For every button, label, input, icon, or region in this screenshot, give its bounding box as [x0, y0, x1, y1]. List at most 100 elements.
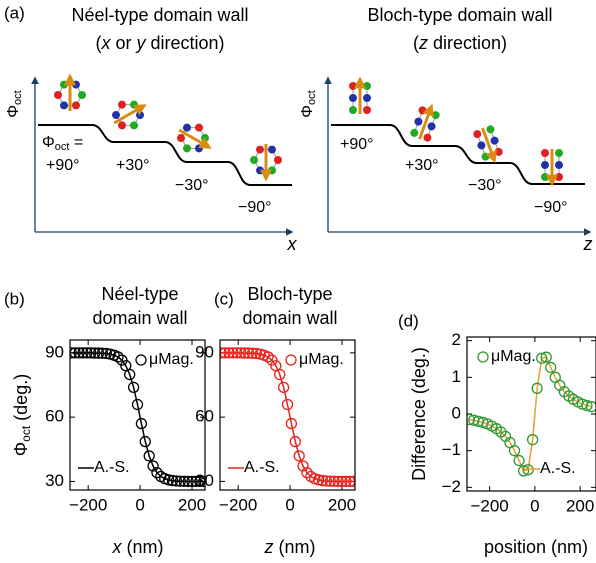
schematic-title: Bloch-type domain wall: [367, 5, 552, 25]
marker: [324, 475, 336, 487]
marker: [277, 381, 290, 394]
marker: [262, 351, 274, 363]
step-label: −90°: [534, 199, 568, 216]
text-part: =: [69, 134, 83, 151]
chart: (c) Bloch-type domain wall 30 60 90 −200 0 200 μM…: [195, 284, 356, 557]
y-tick-label: 0: [452, 403, 461, 422]
x-axis-label: x (nm): [112, 537, 164, 557]
text-part: Φ: [42, 134, 55, 151]
chart-title: domain wall: [92, 308, 187, 328]
marker: [246, 347, 259, 359]
marker: [526, 434, 539, 446]
panel-label: (c): [214, 289, 234, 308]
legend-marker: [285, 354, 297, 366]
marker: [320, 475, 333, 487]
legend-label: A.-S.: [540, 460, 576, 477]
legend-marker: [135, 354, 147, 366]
marker: [96, 347, 109, 359]
marker: [89, 347, 101, 359]
text-part: oct: [12, 90, 24, 105]
legend-label: A.-S.: [244, 459, 280, 476]
marker: [285, 417, 298, 430]
schematic-left: Φoct x Φoct = +90° +30° −30° −90°: [5, 77, 298, 254]
text-part: oct: [55, 141, 70, 153]
y-tick-label: 90: [45, 342, 64, 361]
text-part: (nm): [122, 537, 164, 557]
marker: [92, 347, 105, 359]
text-part: oct: [19, 425, 33, 442]
plot-area: [70, 347, 205, 488]
text-part: x: [112, 537, 123, 557]
text-part: Φ: [299, 105, 316, 118]
marker: [513, 454, 525, 467]
text-part: (: [95, 33, 101, 53]
marker: [166, 474, 179, 487]
marker: [266, 354, 278, 366]
step-profile: [331, 124, 585, 185]
ion-icon: [409, 103, 441, 142]
marker: [112, 351, 124, 363]
step-label: +90°: [46, 157, 80, 174]
plot-frame: [219, 339, 356, 491]
marker: [336, 475, 348, 488]
line: [469, 356, 592, 472]
marker: [289, 435, 301, 448]
marker: [170, 475, 183, 487]
y-tick-label: −2: [442, 477, 461, 496]
marker: [293, 450, 305, 462]
marker: [147, 460, 159, 472]
text-part: (: [413, 33, 419, 53]
plot-frame: [466, 336, 596, 492]
marker: [536, 352, 548, 364]
chart-title: Bloch-type: [247, 284, 332, 304]
axis-label: Φoct: [299, 90, 318, 117]
marker: [182, 475, 194, 488]
marker: [135, 417, 148, 430]
axis-label: Φoct: [5, 90, 24, 117]
marker: [585, 401, 596, 413]
marker: [274, 368, 286, 381]
marker: [198, 475, 205, 488]
x-tick-label: −200: [219, 495, 257, 514]
ion-icon: [54, 77, 86, 111]
marker: [190, 475, 202, 488]
axis-label: z: [583, 234, 593, 254]
legend-label: μMag.: [149, 351, 194, 368]
marker: [301, 466, 313, 479]
y-axis-label: Difference (deg.): [409, 347, 429, 481]
y-tick-label: 1: [452, 367, 461, 386]
marker: [348, 475, 355, 488]
text-part: Φ: [5, 105, 22, 118]
panel-label: (b): [4, 289, 25, 308]
y-tick-label: 2: [452, 330, 461, 349]
marker: [85, 347, 97, 359]
text-part: direction): [145, 33, 224, 53]
text-part: z: [264, 537, 274, 557]
legend-marker: [477, 351, 489, 363]
marker: [143, 450, 155, 462]
text-part: direction): [428, 33, 507, 53]
text-part: z: [418, 33, 428, 53]
axis-label: x: [287, 234, 298, 254]
text-part: (nm): [274, 537, 316, 557]
schematic-subtitle: (z direction): [413, 33, 507, 53]
marker: [139, 435, 151, 448]
marker: [235, 347, 247, 359]
marker: [340, 475, 352, 488]
y-tick-label: 30: [195, 471, 214, 490]
marker: [174, 475, 186, 487]
y-tick-label: 60: [195, 407, 214, 426]
panel-label: (a): [4, 3, 25, 22]
y-tick-label: 30: [45, 471, 64, 490]
step-profile: [38, 124, 292, 186]
marker: [540, 351, 552, 363]
marker: [242, 347, 255, 359]
ion-icon: [349, 80, 371, 114]
x-tick-label: −200: [470, 496, 508, 515]
marker: [297, 460, 309, 472]
line: [71, 352, 204, 483]
marker: [178, 475, 190, 487]
step-label: −30°: [468, 177, 502, 194]
